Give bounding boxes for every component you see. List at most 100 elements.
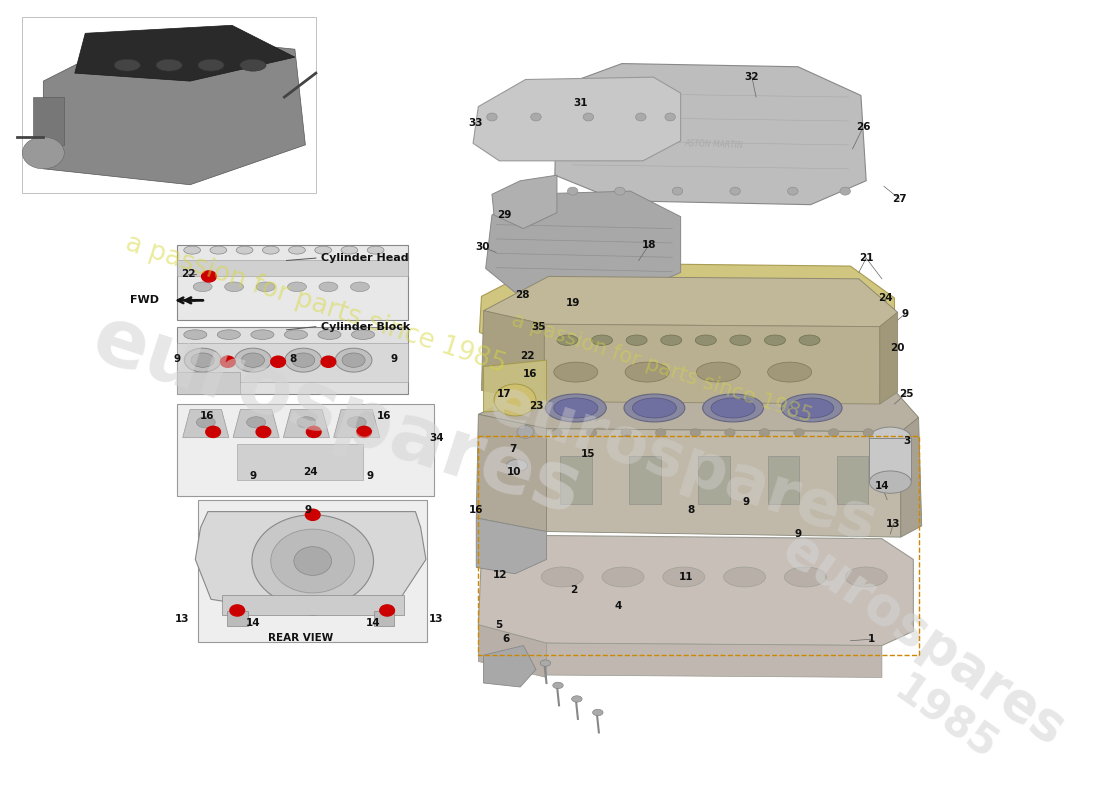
Circle shape xyxy=(486,113,497,121)
Ellipse shape xyxy=(234,348,272,372)
Text: 1: 1 xyxy=(868,634,875,644)
Text: 4: 4 xyxy=(614,601,622,610)
Text: REAR VIEW: REAR VIEW xyxy=(267,633,333,642)
Bar xyxy=(837,456,868,504)
Text: 9: 9 xyxy=(794,529,802,539)
Text: 13: 13 xyxy=(429,614,443,624)
Ellipse shape xyxy=(210,246,227,254)
Bar xyxy=(177,326,408,394)
Text: eurospares: eurospares xyxy=(82,300,591,532)
Circle shape xyxy=(672,187,683,195)
Circle shape xyxy=(494,384,536,416)
Ellipse shape xyxy=(297,417,316,428)
Ellipse shape xyxy=(236,246,253,254)
Text: 22: 22 xyxy=(180,269,195,279)
Ellipse shape xyxy=(184,330,207,339)
Text: Cylinder Head: Cylinder Head xyxy=(321,253,409,263)
Text: 9: 9 xyxy=(305,505,312,515)
Text: 8: 8 xyxy=(289,354,296,363)
Bar xyxy=(227,611,248,626)
Bar xyxy=(560,456,592,504)
Bar xyxy=(22,18,316,193)
Text: 29: 29 xyxy=(497,210,512,220)
Ellipse shape xyxy=(251,330,274,339)
Text: a passion for parts since 1985: a passion for parts since 1985 xyxy=(122,230,509,378)
Polygon shape xyxy=(473,77,681,161)
Text: 26: 26 xyxy=(856,122,870,132)
Polygon shape xyxy=(482,310,544,402)
Text: 14: 14 xyxy=(245,618,261,628)
Ellipse shape xyxy=(198,59,224,71)
Ellipse shape xyxy=(730,335,751,346)
Polygon shape xyxy=(544,324,880,404)
Text: eurospares: eurospares xyxy=(481,372,884,556)
Polygon shape xyxy=(484,646,536,687)
Text: 15: 15 xyxy=(581,450,595,459)
Ellipse shape xyxy=(788,309,806,318)
Ellipse shape xyxy=(845,567,887,587)
Circle shape xyxy=(794,429,804,437)
Polygon shape xyxy=(284,410,330,438)
Circle shape xyxy=(725,429,735,437)
Ellipse shape xyxy=(784,567,826,587)
Text: 14: 14 xyxy=(874,481,889,491)
Ellipse shape xyxy=(263,246,279,254)
Ellipse shape xyxy=(341,246,358,254)
Ellipse shape xyxy=(256,282,275,291)
Circle shape xyxy=(840,187,850,195)
Ellipse shape xyxy=(696,362,740,382)
Bar xyxy=(221,595,404,615)
Polygon shape xyxy=(476,518,547,574)
Ellipse shape xyxy=(348,417,366,428)
Text: eurospares: eurospares xyxy=(772,522,1075,756)
Bar xyxy=(177,372,241,394)
Ellipse shape xyxy=(185,348,221,372)
Ellipse shape xyxy=(540,660,551,666)
Ellipse shape xyxy=(781,394,843,422)
Bar xyxy=(177,261,408,277)
Ellipse shape xyxy=(582,309,601,318)
Text: 12: 12 xyxy=(493,570,507,580)
Ellipse shape xyxy=(625,362,669,382)
Bar xyxy=(238,444,363,480)
Text: 3: 3 xyxy=(903,437,911,446)
Circle shape xyxy=(294,546,331,575)
Ellipse shape xyxy=(541,567,583,587)
Text: 16: 16 xyxy=(199,411,214,421)
Text: 31: 31 xyxy=(574,98,589,109)
Text: 13: 13 xyxy=(175,614,189,624)
Text: 7: 7 xyxy=(509,445,517,454)
Ellipse shape xyxy=(288,246,306,254)
Polygon shape xyxy=(75,26,295,81)
Text: 35: 35 xyxy=(531,322,546,332)
Ellipse shape xyxy=(632,398,676,418)
Polygon shape xyxy=(196,512,426,615)
Ellipse shape xyxy=(869,471,911,494)
Circle shape xyxy=(568,187,578,195)
Ellipse shape xyxy=(318,330,341,339)
Text: 28: 28 xyxy=(515,290,529,300)
Ellipse shape xyxy=(592,335,613,346)
Ellipse shape xyxy=(292,353,315,367)
Ellipse shape xyxy=(624,394,685,422)
Ellipse shape xyxy=(22,137,64,169)
Polygon shape xyxy=(547,643,882,678)
Circle shape xyxy=(664,113,675,121)
Ellipse shape xyxy=(593,710,603,716)
Text: 24: 24 xyxy=(878,293,892,303)
Ellipse shape xyxy=(869,427,911,450)
Text: 24: 24 xyxy=(304,466,318,477)
Circle shape xyxy=(864,429,873,437)
Ellipse shape xyxy=(729,309,748,318)
Text: Cylinder Block: Cylinder Block xyxy=(321,322,410,332)
Ellipse shape xyxy=(553,682,563,689)
Ellipse shape xyxy=(319,282,338,291)
Polygon shape xyxy=(480,263,894,364)
Circle shape xyxy=(759,429,770,437)
Polygon shape xyxy=(478,535,913,646)
Bar xyxy=(177,404,434,496)
Text: 21: 21 xyxy=(859,253,873,263)
Circle shape xyxy=(517,426,534,438)
Circle shape xyxy=(256,426,271,438)
Text: 6: 6 xyxy=(502,634,509,644)
